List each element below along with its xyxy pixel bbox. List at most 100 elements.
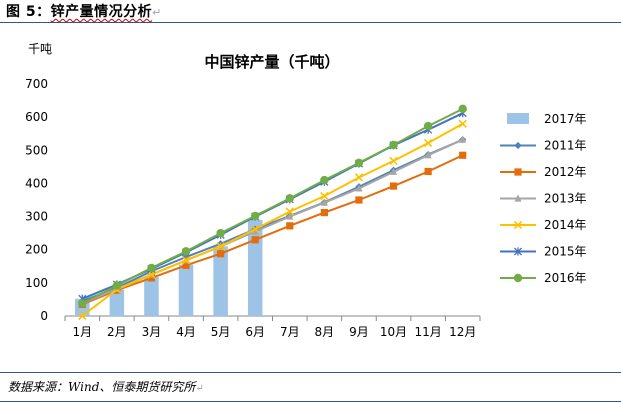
data-point	[181, 256, 191, 265]
x-tick-label: 11月	[414, 325, 441, 339]
data-point	[286, 222, 294, 230]
series-line	[81, 122, 464, 317]
legend-marker	[513, 247, 523, 256]
legend-item: 2011年	[500, 139, 587, 153]
data-point	[389, 156, 398, 166]
legend-marker	[514, 194, 522, 202]
data-point	[251, 225, 260, 234]
data-point	[78, 299, 87, 308]
data-point	[78, 311, 87, 321]
line-series	[78, 109, 467, 303]
legend-marker	[514, 141, 522, 150]
source-note: 数据来源：Wind、恒泰期货研究所↵	[8, 378, 204, 395]
line-series	[78, 151, 467, 308]
bottom-rule	[0, 372, 621, 373]
data-point	[181, 247, 191, 256]
data-point	[147, 263, 156, 273]
chart-title: 中国锌产量（千吨）	[204, 53, 339, 71]
y-unit-label: 千吨	[28, 42, 52, 56]
x-tick-label: 8月	[315, 325, 335, 339]
legend: 2017年 2011年 2012年 2013年 2014年 2015年 2016年	[500, 112, 587, 285]
y-tick-label: 200	[25, 243, 48, 257]
y-tick-label: 100	[25, 276, 48, 290]
y-tick-label: 600	[25, 110, 48, 124]
x-axis: 1月 2月 3月 4月 5月 6月 7月 8月 9月 10月 11月 12月	[64, 315, 481, 339]
x-tick-label: 1月	[72, 325, 92, 339]
y-axis: 0 100 200 300 400 500 600 700	[25, 77, 48, 323]
legend-label: 2015年	[544, 245, 587, 259]
data-point	[112, 281, 122, 290]
data-point	[147, 274, 156, 282]
bar	[109, 289, 125, 316]
legend-item: 2014年	[500, 218, 587, 232]
legend-item: 2013年	[500, 192, 587, 206]
data-point	[216, 242, 225, 251]
x-tick-label: 5月	[211, 325, 231, 339]
data-point	[424, 151, 432, 159]
line-series	[78, 104, 467, 308]
legend-label: 2013年	[544, 192, 587, 206]
legend-item: 2017年	[507, 112, 587, 126]
legend-item: 2015年	[500, 245, 587, 259]
legend-item: 2012年	[500, 165, 587, 179]
paragraph-mark-icon: ↵	[195, 383, 204, 394]
data-point	[286, 212, 294, 220]
legend-marker	[514, 168, 522, 176]
x-tick-label: 10月	[380, 325, 407, 339]
series-line	[81, 154, 464, 306]
data-point	[459, 151, 467, 159]
data-point	[285, 207, 294, 216]
legend-marker	[513, 273, 523, 283]
series-line	[81, 107, 464, 305]
line-series	[78, 119, 467, 321]
page-bottom-rule	[0, 401, 621, 402]
x-tick-label: 2月	[107, 325, 127, 339]
x-tick-label: 7月	[280, 325, 300, 339]
data-point	[216, 228, 225, 238]
y-tick-label: 700	[25, 77, 48, 91]
legend-label: 2014年	[544, 218, 587, 232]
data-point	[354, 173, 364, 182]
x-tick-label: 6月	[245, 325, 265, 339]
y-tick-label: 0	[40, 309, 48, 323]
data-point	[251, 236, 259, 244]
data-point	[389, 167, 398, 175]
data-point	[355, 196, 363, 204]
bar	[213, 246, 228, 316]
bar	[144, 276, 159, 316]
data-point	[354, 158, 364, 168]
legend-label: 2012年	[544, 165, 587, 179]
figure-label: 图 5：	[6, 4, 51, 20]
y-tick-label: 500	[25, 143, 48, 157]
y-tick-label: 400	[25, 176, 48, 190]
y-tick-label: 300	[25, 210, 48, 224]
data-point	[285, 194, 294, 203]
data-point	[217, 250, 225, 258]
data-point	[459, 135, 467, 143]
data-point	[320, 191, 329, 201]
data-point	[251, 227, 259, 235]
x-tick-label: 9月	[349, 325, 369, 339]
legend-label: 2017年	[544, 112, 587, 126]
data-point	[458, 119, 467, 128]
x-tick-label: 12月	[449, 325, 476, 339]
data-point	[389, 182, 398, 190]
legend-label: 2016年	[544, 271, 587, 285]
legend-label: 2011年	[544, 139, 587, 153]
data-point	[251, 211, 260, 221]
bar	[178, 264, 194, 316]
data-point	[424, 167, 432, 176]
data-point	[389, 140, 398, 150]
data-point	[320, 208, 328, 217]
bar-series-2017	[75, 219, 263, 316]
x-tick-label: 3月	[142, 325, 162, 339]
source-text: 数据来源：Wind、恒泰期货研究所	[8, 380, 196, 394]
legend-marker	[513, 220, 523, 230]
legend-swatch	[507, 113, 529, 124]
data-point	[320, 198, 328, 206]
figure-caption: 锌产量情况分析	[50, 4, 153, 20]
data-point	[182, 261, 190, 269]
zinc-production-chart: 中国锌产量（千吨） 千吨 0 100 200 300 400 500 600 700 1月 2月…	[25, 42, 587, 339]
bar	[247, 219, 263, 316]
data-point	[320, 175, 329, 185]
